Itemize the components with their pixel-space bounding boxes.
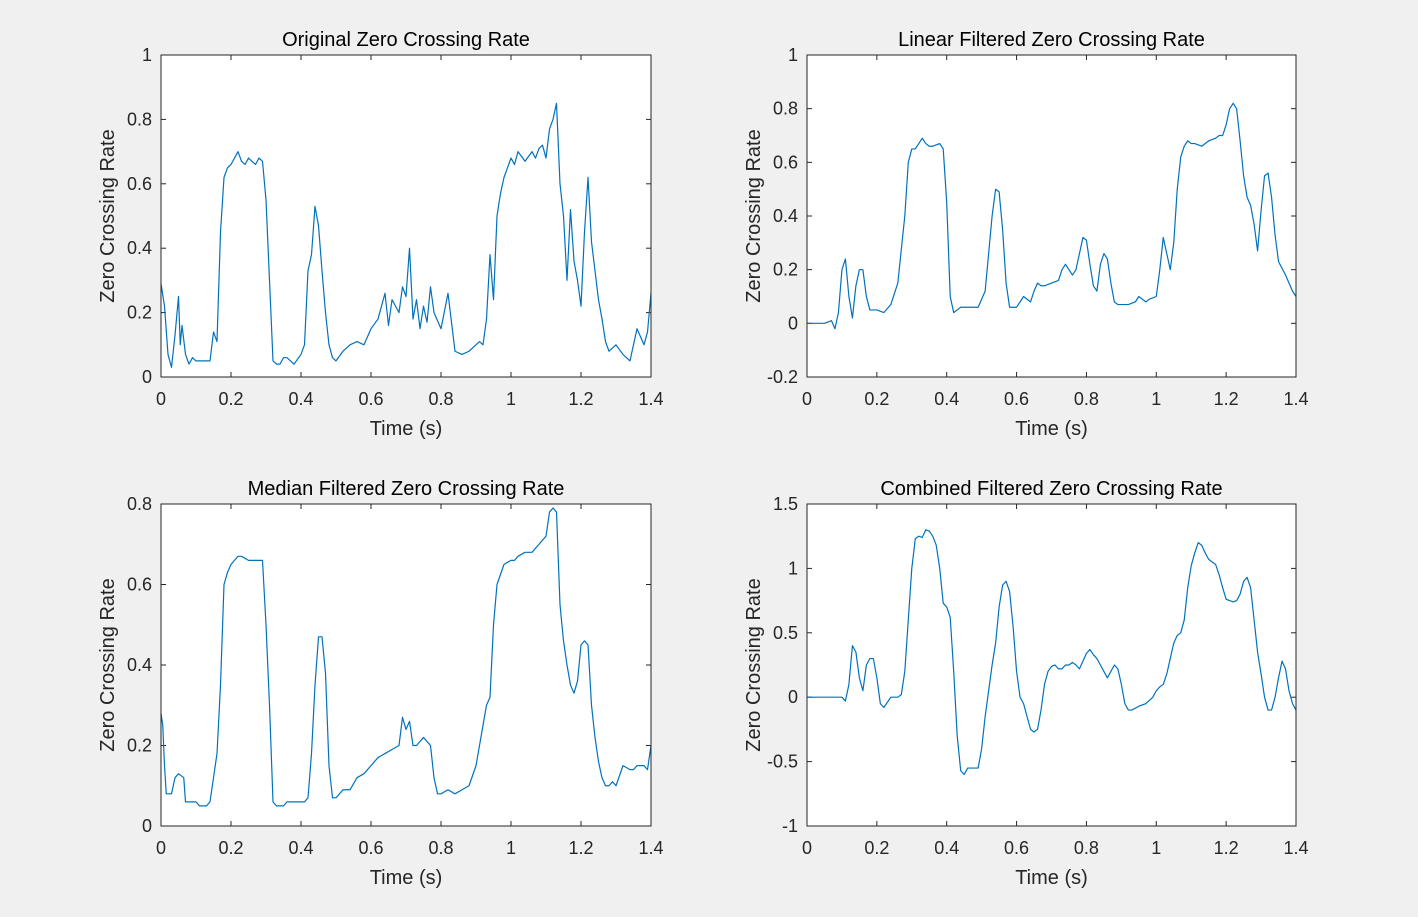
chart-0-x-tick-label-1-2: 1.2	[568, 389, 593, 409]
chart-3-x-tick-label-1: 1	[1151, 838, 1161, 858]
chart-1-x-tick-label-0-8: 0.8	[1074, 389, 1099, 409]
chart-0-x-tick-label-0-2: 0.2	[218, 389, 243, 409]
chart-1-y-tick-label-1: 1	[788, 45, 798, 65]
chart-2-y-tick-label-0-8: 0.8	[127, 494, 152, 514]
chart-3-x-tick-label-0-2: 0.2	[864, 838, 889, 858]
chart-2-y-tick-label-0: 0	[142, 816, 152, 836]
chart-1-y-tick-label-0-4: 0.4	[773, 206, 798, 226]
chart-2-y-tick-label-0-4: 0.4	[127, 655, 152, 675]
chart-2-x-tick-label-1: 1	[506, 838, 516, 858]
chart-2-x-tick-label-1-4: 1.4	[638, 838, 663, 858]
chart-2-x-tick-label-0: 0	[156, 838, 166, 858]
chart-1-x-tick-label-0-4: 0.4	[934, 389, 959, 409]
chart-3-series-line-0	[807, 529, 1297, 776]
chart-3-x-tick-label-0: 0	[802, 838, 812, 858]
chart-3-plot-area	[807, 504, 1296, 826]
chart-3-y-tick-label-1: -1	[782, 816, 798, 836]
chart-3-y-tick-label-0-5: -0.5	[767, 752, 798, 772]
chart-3-title: Combined Filtered Zero Crossing Rate	[880, 478, 1222, 500]
chart-0-x-axis-label: Time (s)	[370, 418, 443, 440]
chart-3-y-tick-label-1: 1	[788, 558, 798, 578]
chart-1-x-tick-label-1-2: 1.2	[1214, 389, 1239, 409]
chart-3-x-axis-label: Time (s)	[1015, 867, 1088, 889]
chart-0-series-line-0	[160, 102, 652, 368]
chart-0-x-tick-label-0: 0	[156, 389, 166, 409]
chart-3-x-tick-label-0-6: 0.6	[1004, 838, 1029, 858]
chart-2-y-tick-label-0-2: 0.2	[127, 736, 152, 756]
chart-3-y-axis-label: Zero Crossing Rate	[743, 578, 765, 751]
chart-0-y-tick-label-0-8: 0.8	[127, 109, 152, 129]
chart-2-title: Median Filtered Zero Crossing Rate	[248, 478, 565, 500]
chart-1-axes-box	[806, 54, 1297, 378]
chart-2-y-axis-label: Zero Crossing Rate	[97, 578, 119, 751]
chart-1-x-axis-label: Time (s)	[1015, 418, 1088, 440]
chart-2-series-line-0	[160, 507, 652, 807]
chart-1-x-tick-label-0-2: 0.2	[864, 389, 889, 409]
chart-1-x-tick-label-0-6: 0.6	[1004, 389, 1029, 409]
chart-2-x-tick-label-1-2: 1.2	[568, 838, 593, 858]
chart-1-y-tick-label-0: 0	[788, 313, 798, 333]
chart-0-y-tick-label-0-4: 0.4	[127, 238, 152, 258]
subplot-original: 0 0.2 0.4 0.6 0.8 1 1.2 1.4 0 0.2 0.4 0.6 0.8 1 Origin…	[97, 29, 664, 440]
subplot-linear-filtered: 0 0.2 0.4 0.6 0.8 1 1.2 1.4-0.200.20.40.60.81Li…	[743, 29, 1309, 440]
chart-1-y-axis-label: Zero Crossing Rate	[743, 129, 765, 302]
chart-2-x-tick-label-0-2: 0.2	[218, 838, 243, 858]
chart-0-y-tick-label-1: 1	[142, 45, 152, 65]
chart-0-x-tick-label-0-6: 0.6	[358, 389, 383, 409]
chart-0-x-tick-label-1: 1	[506, 389, 516, 409]
chart-2-plot-area	[161, 504, 651, 826]
chart-2-x-axis-label: Time (s)	[370, 867, 443, 889]
chart-2-x-tick-label-0-6: 0.6	[358, 838, 383, 858]
chart-0-y-tick-label-0-2: 0.2	[127, 303, 152, 323]
chart-1-x-tick-label-1-4: 1.4	[1283, 389, 1308, 409]
chart-0-x-tick-label-0-4: 0.4	[288, 389, 313, 409]
chart-3-y-tick-label-0-5: 0.5	[773, 623, 798, 643]
subplot-median-filtered: 0 0.2 0.4 0.6 0.8 1 1.2 1.4 0 0.2 0.4 0.6 0.8 Median …	[97, 478, 664, 889]
chart-0-x-tick-label-0-8: 0.8	[428, 389, 453, 409]
chart-1-y-tick-label-0-2: -0.2	[767, 367, 798, 387]
chart-3-x-tick-label-1-4: 1.4	[1283, 838, 1308, 858]
chart-0-y-tick-label-0: 0	[142, 367, 152, 387]
chart-1-x-tick-label-1: 1	[1151, 389, 1161, 409]
chart-1-y-tick-label-0-8: 0.8	[773, 99, 798, 119]
chart-2-x-tick-label-0-4: 0.4	[288, 838, 313, 858]
chart-3-x-tick-label-1-2: 1.2	[1214, 838, 1239, 858]
chart-2-y-tick-label-0-6: 0.6	[127, 575, 152, 595]
chart-1-title: Linear Filtered Zero Crossing Rate	[898, 29, 1205, 51]
chart-0-y-tick-label-0-6: 0.6	[127, 174, 152, 194]
subplot-combined-filtered: 0 0.2 0.4 0.6 0.8 1 1.2 1.4 -1 -0.5 0 0.5 1 1.5 Combin…	[743, 478, 1309, 889]
chart-1-y-tick-label-0-6: 0.6	[773, 152, 798, 172]
chart-1-series-line-0	[807, 102, 1297, 330]
chart-0-axes-box	[160, 54, 652, 378]
chart-0-x-tick-label-1-4: 1.4	[638, 389, 663, 409]
chart-2-x-tick-label-0-8: 0.8	[428, 838, 453, 858]
chart-0-y-axis-label: Zero Crossing Rate	[97, 129, 119, 302]
chart-3-axes-box	[806, 503, 1297, 827]
chart-0-title: Original Zero Crossing Rate	[282, 29, 530, 51]
chart-1-plot-area	[807, 55, 1296, 377]
chart-1-y-tick-label-0-2: 0.2	[773, 260, 798, 280]
chart-3-y-tick-label-1-5: 1.5	[773, 494, 798, 514]
chart-3-x-tick-label-0-4: 0.4	[934, 838, 959, 858]
chart-2-axes-box	[160, 503, 652, 827]
chart-3-y-tick-label-0: 0	[788, 687, 798, 707]
chart-1-x-tick-label-0: 0	[802, 389, 812, 409]
chart-0-plot-area	[161, 55, 651, 377]
chart-3-x-tick-label-0-8: 0.8	[1074, 838, 1099, 858]
